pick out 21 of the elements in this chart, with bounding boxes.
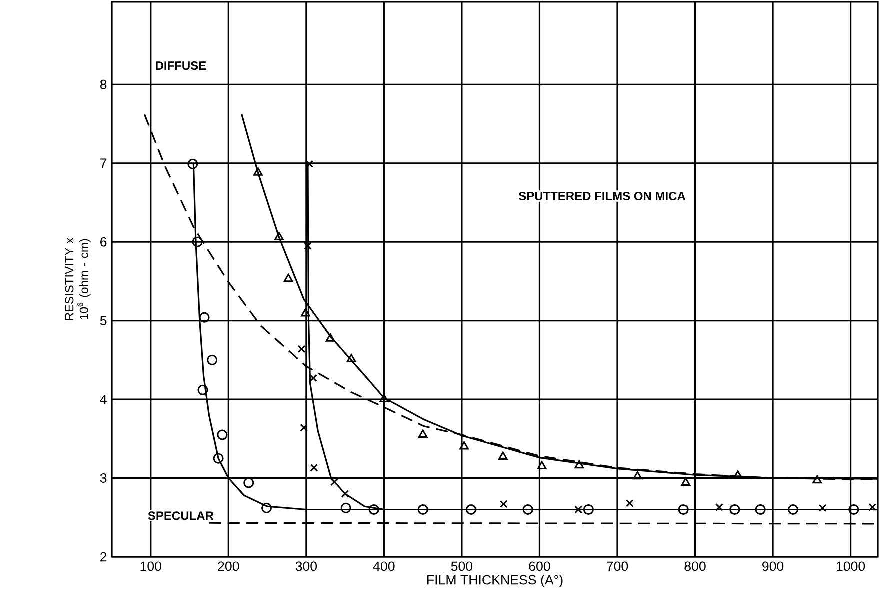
y-tick-label: 7 [100, 158, 107, 168]
x-axis-title: FILM THICKNESS (A°) [428, 574, 563, 588]
x-tick-label: 600 [529, 562, 550, 572]
y-tick-label: 8 [100, 80, 107, 90]
x-tick-label: 900 [762, 562, 784, 572]
annotation: SPECULAR [148, 512, 214, 520]
x-tick-label: 500 [451, 562, 473, 572]
x-tick-label: 700 [607, 562, 628, 572]
y-tick-label: 5 [100, 316, 107, 326]
y-tick-label: 3 [100, 474, 107, 483]
x-tick-label: 800 [684, 562, 706, 572]
x-tick-label: 1000 [836, 562, 866, 572]
x-tick-label: 100 [140, 562, 162, 572]
y-tick-label: 6 [100, 237, 107, 247]
x-tick-label: 400 [373, 562, 395, 572]
annotation: SPUTTERED FILMS ON MICA [518, 192, 686, 200]
x-tick-label: 300 [296, 562, 318, 572]
y-tick-label: 2 [100, 552, 107, 562]
x-tick-label: 200 [218, 562, 240, 572]
annotation: DIFFUSE [156, 62, 206, 70]
y-tick-label: 4 [100, 394, 107, 404]
